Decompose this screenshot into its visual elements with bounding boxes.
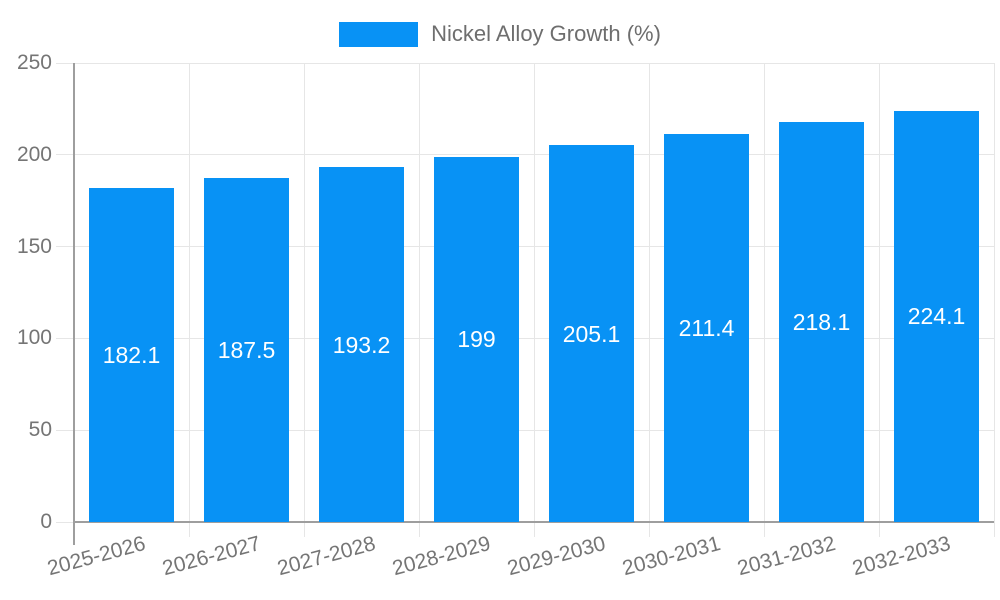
bar-value-label: 205.1: [562, 320, 621, 347]
y-axis-tick: [56, 62, 74, 64]
bar-value-label: 187.5: [217, 336, 276, 363]
y-axis-label: 150: [16, 234, 52, 258]
x-axis-tick: [533, 522, 535, 537]
x-gridline: [188, 63, 190, 522]
y-axis-label: 0: [40, 510, 52, 533]
x-gridline: [763, 63, 765, 522]
bar-value-label: 199: [457, 326, 496, 353]
x-axis-tick: [418, 522, 420, 537]
bar[interactable]: [89, 187, 174, 522]
bar[interactable]: [549, 145, 634, 522]
bar[interactable]: [664, 133, 749, 522]
x-gridline: [418, 63, 420, 522]
chart-legend: Nickel Alloy Growth (%): [0, 20, 1000, 48]
y-axis-tick: [56, 154, 74, 156]
x-axis-tick: [763, 522, 765, 537]
bar-value-label: 211.4: [678, 314, 735, 341]
legend-label: Nickel Alloy Growth (%): [431, 21, 661, 46]
x-axis-tick: [648, 522, 650, 537]
x-axis-tick: [303, 522, 305, 537]
y-axis-tick: [56, 429, 74, 431]
bar-value-label: 224.1: [907, 303, 966, 330]
x-gridline: [878, 63, 880, 522]
y-axis-tick: [56, 246, 74, 248]
bar-value-label: 218.1: [792, 308, 851, 335]
bar-value-label: 193.2: [332, 331, 391, 358]
x-axis-tick: [878, 522, 880, 537]
bar[interactable]: [204, 177, 289, 522]
y-axis-label: 200: [16, 142, 52, 166]
x-gridline: [303, 63, 305, 522]
y-axis-tick: [56, 337, 74, 339]
bar[interactable]: [319, 167, 404, 522]
bar-value-label: 182.1: [102, 341, 161, 368]
x-axis-tick: [188, 522, 190, 537]
y-axis-label: 50: [28, 418, 52, 442]
x-gridline: [993, 63, 995, 522]
x-axis-line: [74, 521, 994, 523]
x-gridline: [648, 63, 650, 522]
bar[interactable]: [779, 121, 864, 522]
y-axis-line: [73, 63, 75, 545]
x-gridline: [533, 63, 535, 522]
bar[interactable]: [894, 110, 979, 522]
legend-swatch: [339, 21, 419, 47]
legend-item[interactable]: Nickel Alloy Growth (%): [339, 21, 661, 47]
y-axis-label: 100: [16, 326, 52, 350]
bar[interactable]: [434, 156, 519, 522]
y-axis-label: 250: [16, 51, 52, 74]
x-axis-tick: [993, 522, 995, 537]
y-axis-tick: [56, 521, 74, 523]
